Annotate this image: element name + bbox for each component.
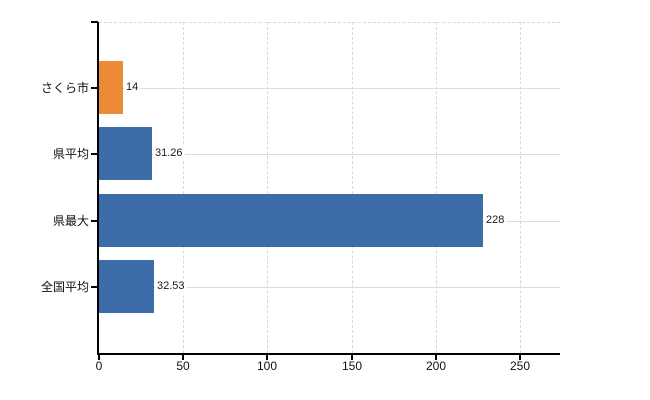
y-axis-line xyxy=(97,22,99,353)
bar xyxy=(99,127,152,180)
bar-value-label: 14 xyxy=(124,80,141,95)
x-tick-label: 100 xyxy=(256,359,278,373)
bar xyxy=(99,260,154,313)
x-tick-label: 200 xyxy=(425,359,447,373)
row-gridline xyxy=(99,154,560,155)
plot-area: 14 31.26 228 32.53 xyxy=(99,22,560,353)
x-gridline xyxy=(520,22,521,353)
bar xyxy=(99,194,483,247)
y-axis-tick xyxy=(91,220,98,222)
x-gridline xyxy=(183,22,184,353)
y-axis-tick xyxy=(91,286,98,288)
plot-top-border xyxy=(99,22,560,23)
row-gridline xyxy=(99,88,560,89)
x-axis-tick xyxy=(435,355,437,360)
bar-value-label: 31.26 xyxy=(153,146,185,161)
y-axis-tick xyxy=(91,21,98,23)
x-axis-tick xyxy=(98,355,100,360)
y-axis-tick xyxy=(91,153,98,155)
x-tick-label: 250 xyxy=(509,359,531,373)
bar-value-label: 32.53 xyxy=(155,279,187,294)
x-axis-tick xyxy=(351,355,353,360)
x-gridline xyxy=(267,22,268,353)
x-tick-label: 0 xyxy=(95,359,103,373)
x-tick-label: 50 xyxy=(176,359,190,373)
x-axis-tick xyxy=(519,355,521,360)
row-gridline xyxy=(99,287,560,288)
x-axis-tick xyxy=(182,355,184,360)
x-axis-line xyxy=(97,353,560,355)
category-label: 県平均 xyxy=(52,147,89,161)
x-tick-label: 150 xyxy=(341,359,363,373)
category-label: 全国平均 xyxy=(40,280,89,294)
x-axis-tick xyxy=(266,355,268,360)
x-gridline xyxy=(352,22,353,353)
category-label: 県最大 xyxy=(52,214,89,228)
x-gridline xyxy=(436,22,437,353)
bar-value-label: 228 xyxy=(484,213,507,228)
y-axis-tick xyxy=(91,87,98,89)
bar xyxy=(99,61,123,114)
category-label: さくら市 xyxy=(40,81,89,95)
